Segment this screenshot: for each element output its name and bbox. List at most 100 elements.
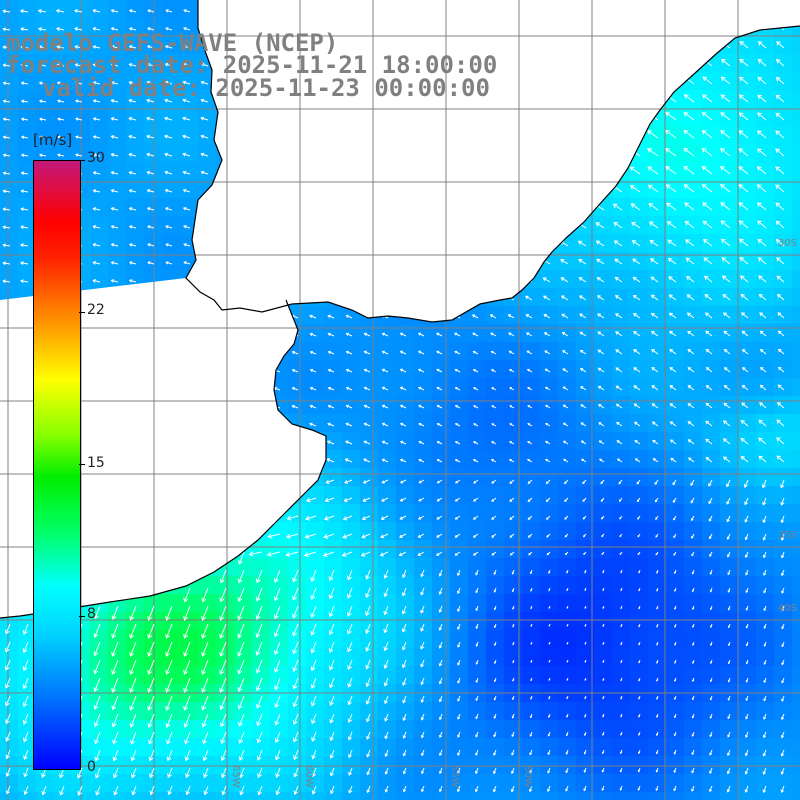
wind-arrow [738,166,749,175]
wind-arrow-head [723,367,728,371]
wind-arrow-head [763,644,767,647]
wind-arrow-head [691,734,695,737]
wind-arrow-head [94,773,100,779]
wind-arrow-head [781,716,785,721]
wind-arrow [781,497,785,506]
wind-arrow [167,749,173,761]
wind-arrow [687,367,695,373]
wind-arrow-head [583,553,586,556]
wind-arrow-head [183,27,187,31]
wind-arrow [705,312,713,319]
wind-arrow-head [2,63,7,68]
wind-arrow-head [527,499,531,502]
wind-arrow-head [616,421,620,425]
wind-arrow-head [726,536,730,540]
wind-arrow-head [687,421,692,425]
wind-arrow [5,641,11,652]
wind-arrow [148,695,155,711]
wind-arrow-head [473,480,476,484]
wind-arrow-head [292,613,297,619]
wind-arrow-head [112,773,118,779]
wind-arrow [164,99,173,103]
wind-arrow-head [128,225,133,229]
wind-arrow-head [612,203,618,209]
wind-arrow [361,551,371,557]
wind-arrow-head [436,440,440,444]
wind-arrow-head [342,534,347,539]
wind-arrow-head [475,626,479,629]
wind-arrow [439,749,443,756]
wind-arrow [346,387,353,391]
wind-arrow [726,515,731,522]
wind-arrow [727,533,731,540]
wind-arrow-head [39,135,43,139]
wind-arrow [421,749,425,756]
wind-arrow-head [673,535,676,539]
wind-arrow-head [530,589,533,592]
wind-arrow-head [2,225,6,230]
wind-arrow [721,238,731,247]
wind-arrow [329,623,335,635]
wind-arrow-head [219,615,225,621]
wind-arrow-head [727,661,731,665]
wind-arrow-head [741,402,746,407]
wind-arrow [615,367,623,373]
wind-arrow-head [20,171,25,175]
wind-arrow-head [691,553,694,557]
wind-arrow-head [20,63,25,68]
wind-arrow-head [55,8,60,13]
wind-arrow [739,238,749,247]
wind-arrow-head [201,669,207,675]
wind-arrow [781,749,785,757]
wind-arrow [702,130,713,139]
wind-arrow-head [490,459,494,462]
wind-arrow-head [667,239,673,245]
wind-arrow [760,384,767,391]
wind-arrow [687,312,695,319]
wind-arrow-head [775,59,781,64]
wind-arrow-head [745,734,749,739]
wind-arrow-head [584,607,587,609]
wind-arrow [293,749,299,760]
wind-arrow [776,239,785,247]
wind-arrow-head [665,94,671,99]
wind-arrow-head [23,772,28,778]
wind-arrow [706,385,713,391]
wind-arrow-head [601,751,605,755]
wind-arrow-head [20,135,25,139]
wind-arrow-head [727,643,731,647]
wind-arrow-head [20,189,25,194]
wind-arrow [238,605,245,620]
wind-arrow [112,731,119,744]
wind-arrow-head [146,134,150,139]
wind-arrow-head [650,294,655,299]
wind-arrow-head [325,479,330,484]
wind-arrow [185,767,191,778]
wind-arrow-head [725,483,730,488]
wind-arrow [420,569,425,577]
wind-arrow [776,77,785,85]
wind-arrow-head [756,148,762,153]
lat-label: 35S [778,530,797,541]
wind-arrow-head [744,501,748,506]
wind-arrow [146,153,155,157]
wind-arrow [684,202,695,211]
wind-arrow-head [183,705,189,711]
wind-arrow [346,369,353,373]
wind-arrow-head [2,279,6,284]
wind-arrow-head [56,81,61,85]
wind-arrow-head [684,76,690,82]
wind-arrow-head [777,330,782,335]
wind-arrow [615,277,623,283]
wind-arrow-head [566,642,569,645]
wind-arrow-head [2,243,6,248]
wind-arrow [702,148,713,157]
wind-arrow [327,315,335,319]
wind-arrow-head [548,679,551,682]
wind-arrow [21,154,29,157]
wind-arrow-head [2,27,6,32]
wind-arrow-head [129,669,135,675]
wind-arrow-head [493,625,497,629]
wind-arrow-head [584,715,587,718]
wind-arrow-head [584,697,587,700]
